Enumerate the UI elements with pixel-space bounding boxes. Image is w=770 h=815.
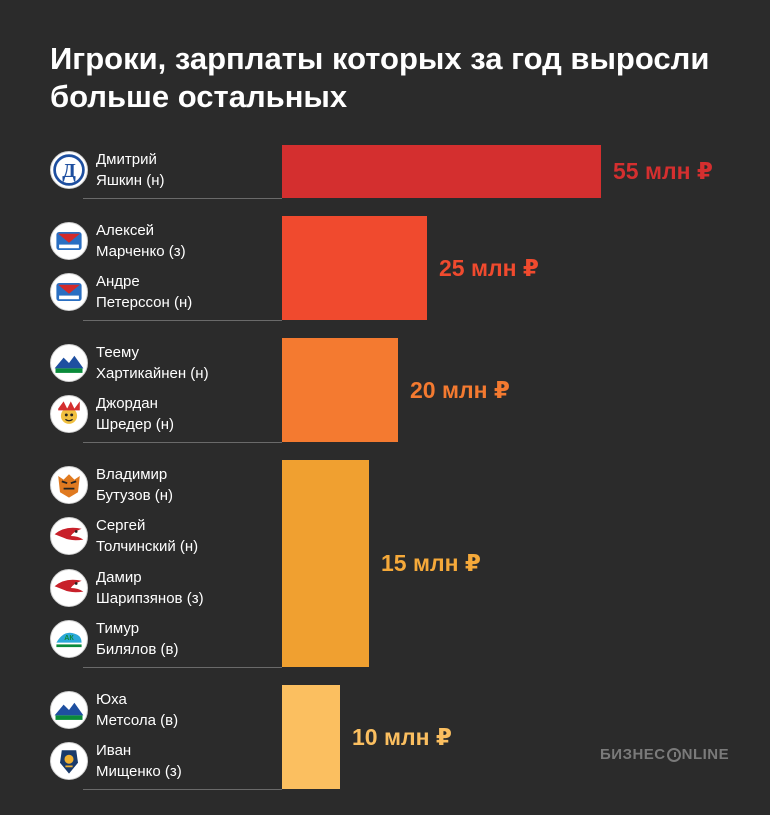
player-first-name: Андре [96,273,140,290]
player-row: Сергей Толчинский (н) [50,515,280,559]
brand-text-left: БИЗНЕС [600,746,666,763]
dynamo-logo-icon: Д [50,151,88,189]
bar-value-label: 10 млн ₽ [352,723,452,750]
player-last-name: Билялов (в) [96,641,179,658]
group-separator [83,319,282,321]
player-row: Андре Петерссон (н) [50,271,280,315]
player-first-name: Джордан [96,395,158,412]
player-name: Алексей Марченко (з) [96,220,186,262]
player-last-name: Яшкин (н) [96,172,165,189]
player-name: Джордан Шредер (н) [96,393,174,435]
player-first-name: Тимур [96,620,140,637]
player-last-name: Мищенко (з) [96,763,182,780]
player-name: Дамир Шарипзянов (з) [96,567,204,609]
avangard-logo-icon [50,517,88,555]
player-row: Теему Хартикайнен (н) [50,342,280,386]
akbars-logo-icon: АК [50,620,88,658]
player-last-name: Марченко (з) [96,242,186,260]
player-first-name: Владимир [96,465,168,483]
brand-logo: БИЗНЕС NLINE [600,746,729,763]
bar-value-label: 25 млн ₽ [439,254,539,281]
player-last-name: Толчинский (н) [96,538,199,555]
group-separator [83,788,282,790]
player-name: Тимур Билялов (в) [96,618,178,660]
salavat-logo-icon [50,690,88,729]
salavat-logo-icon [50,343,88,382]
player-row: АК Тимур Билялов (в) [50,618,280,662]
player-name: Сергей Толчинский (н) [96,515,198,557]
player-row: Иван Мищенко (з) [50,740,280,784]
player-first-name: Иван [96,742,132,759]
player-last-name: Петерссон (н) [96,294,193,311]
bar-55 [282,145,601,198]
player-row: Д Дмитрий Яшкин (н) [50,149,280,193]
group-separator [83,666,282,668]
player-last-name: Бутузов (н) [96,486,174,504]
player-name: Дмитрий Яшкин (н) [96,149,165,191]
player-first-name: Сергей [96,517,146,534]
player-name: Иван Мищенко (з) [96,740,182,782]
bar-value-label: 20 млн ₽ [410,376,510,403]
svg-text:АК: АК [64,633,74,642]
player-name: Юха Метсола (в) [96,689,178,731]
sibir-logo-icon [50,742,88,780]
svg-text:Д: Д [62,160,76,182]
player-name: Теему Хартикайнен (н) [96,342,209,384]
amur-logo-icon [50,465,88,504]
player-name: Андре Петерссон (н) [96,271,192,313]
bar-value-label: 15 млн ₽ [381,550,481,576]
jokerit-logo-icon [50,395,88,433]
clock-icon [666,747,681,762]
player-first-name: Алексей [96,221,155,239]
lokomotiv-logo-icon [50,273,88,311]
bar-value-label: 55 млн ₽ [613,158,713,185]
player-row: Алексей Марченко (з) [50,220,280,264]
bar-10 [282,684,340,789]
player-row: Юха Метсола (в) [50,689,280,733]
player-first-name: Дмитрий [96,151,157,168]
player-first-name: Дамир [96,568,142,586]
player-first-name: Юха [96,690,127,708]
player-last-name: Метсола (в) [96,711,179,729]
bar-15 [282,459,369,667]
bar-25 [282,215,427,320]
bar-20 [282,337,398,442]
brand-text-right: NLINE [681,746,730,763]
player-row: Дамир Шарипзянов (з) [50,567,280,611]
player-name: Владимир Бутузов (н) [96,464,173,506]
player-row: Джордан Шредер (н) [50,393,280,437]
avangard-logo-icon [50,568,88,607]
player-first-name: Теему [96,343,139,361]
group-separator [83,441,282,443]
player-last-name: Хартикайнен (н) [96,364,209,382]
chart-title: Игроки, зарплаты которых за год выросли … [50,41,710,114]
player-last-name: Шредер (н) [96,416,174,433]
group-separator [83,197,282,199]
player-last-name: Шарипзянов (з) [96,589,204,607]
player-row: Владимир Бутузов (н) [50,464,280,508]
lokomotiv-logo-icon [50,221,88,260]
